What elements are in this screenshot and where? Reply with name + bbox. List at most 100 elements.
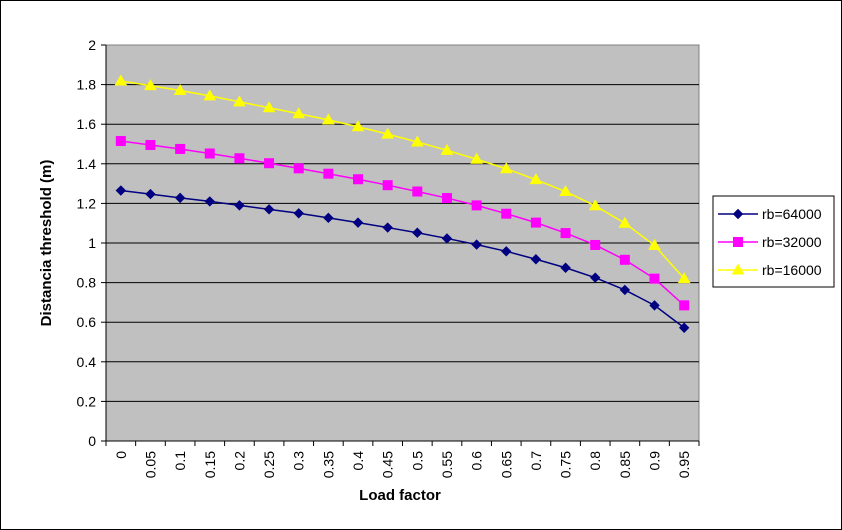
series-group <box>114 74 691 333</box>
data-point-marker <box>144 79 157 91</box>
x-tick-label: 0.65 <box>498 451 514 478</box>
data-point-marker <box>588 199 602 211</box>
data-point-marker <box>590 272 601 283</box>
x-tick-label: 0.45 <box>380 451 396 478</box>
x-tick-label: 0.7 <box>528 451 544 471</box>
x-tick-label: 0.15 <box>202 451 218 478</box>
x-tick-label: 0.1 <box>172 451 188 471</box>
x-tick-label: 0.3 <box>291 451 307 471</box>
y-tick-label: 1 <box>88 235 96 251</box>
x-tick-label: 0 <box>113 451 129 459</box>
y-tick-label: 0.4 <box>77 354 97 370</box>
data-point-marker <box>471 200 482 211</box>
y-tick-label: 0.8 <box>77 275 97 291</box>
data-point-marker <box>115 185 127 196</box>
data-point-marker <box>322 113 335 125</box>
data-point-marker <box>529 173 543 185</box>
data-point-marker <box>441 193 452 204</box>
data-point-marker <box>381 127 395 139</box>
data-point-marker <box>412 227 423 238</box>
data-point-marker <box>501 246 512 257</box>
series-line <box>120 80 685 280</box>
data-point-marker <box>530 254 542 265</box>
data-point-marker <box>263 204 275 215</box>
series-rb=32000 <box>115 136 690 311</box>
data-point-marker <box>649 273 660 284</box>
x-tick-label: 0.2 <box>231 451 247 471</box>
data-point-marker <box>530 217 541 228</box>
data-point-marker <box>679 300 690 311</box>
y-tick-label: 1.6 <box>77 116 97 132</box>
data-point-marker <box>262 101 276 113</box>
x-tick-label: 0.75 <box>558 451 574 478</box>
series-rb=16000 <box>114 74 691 284</box>
data-point-marker <box>382 180 393 191</box>
data-point-marker <box>649 300 660 311</box>
data-point-marker <box>323 212 334 224</box>
y-tick-label: 0 <box>88 433 96 449</box>
x-tick-label: 0.6 <box>469 451 485 471</box>
x-axis-title: Load factor <box>359 487 441 504</box>
x-tick-label: 0.35 <box>320 451 336 478</box>
y-tick-label: 0.2 <box>77 393 97 409</box>
y-tick-label: 1.4 <box>77 156 97 172</box>
data-point-marker <box>204 148 215 159</box>
data-point-marker <box>619 254 630 265</box>
data-point-marker <box>590 239 601 250</box>
data-point-marker <box>648 238 661 250</box>
x-tick-label: 0.05 <box>142 451 158 478</box>
data-point-marker <box>114 74 128 86</box>
data-point-marker <box>732 208 744 220</box>
data-point-marker <box>441 233 453 244</box>
data-point-marker <box>412 186 423 197</box>
data-point-marker <box>173 84 187 96</box>
data-point-marker <box>560 228 571 239</box>
data-point-marker <box>677 272 691 284</box>
y-tick-label: 2 <box>88 37 96 53</box>
data-point-marker <box>353 174 364 185</box>
axes: 0 0.2 0.4 0.6 0.8 1 1.2 1.4 1.6 1.8 2 0 0.05 0.1 0.15 0… <box>77 37 700 478</box>
series-line <box>120 189 685 329</box>
x-tick-label: 0.25 <box>261 451 277 478</box>
data-point-marker <box>115 136 126 147</box>
x-tick-label: 0.5 <box>409 451 425 471</box>
data-point-marker <box>293 163 304 174</box>
data-point-marker <box>175 143 186 154</box>
x-tick-label: 0.95 <box>676 451 692 478</box>
x-tick-label: 0.4 <box>350 451 366 471</box>
data-point-marker <box>382 222 393 233</box>
x-tick-label: 0.8 <box>587 451 603 471</box>
data-point-marker <box>678 322 690 333</box>
data-point-marker <box>619 284 631 296</box>
data-point-marker <box>470 152 483 164</box>
data-point-marker <box>233 95 246 107</box>
data-point-marker <box>471 239 482 250</box>
legend-entry: rb=16000 <box>718 262 822 278</box>
data-point-marker <box>293 208 304 219</box>
y-tick-label: 0.6 <box>77 314 97 330</box>
series-rb=64000 <box>115 185 690 333</box>
data-point-marker <box>410 135 424 147</box>
data-point-marker <box>264 158 275 169</box>
data-point-marker <box>440 143 454 155</box>
data-point-marker <box>731 263 745 275</box>
x-tick-label: 0.55 <box>439 451 455 478</box>
legend-label: rb=64000 <box>762 206 822 222</box>
data-point-marker <box>292 107 306 119</box>
data-point-marker <box>499 162 513 174</box>
x-tick-label: 0.9 <box>647 451 663 471</box>
x-tick-label: 0.85 <box>617 451 633 478</box>
data-point-marker <box>618 216 632 228</box>
data-point-marker <box>352 217 364 228</box>
y-axis-title: Distancia threshold (m) <box>38 160 55 327</box>
legend-entry: rb=32000 <box>718 234 822 250</box>
y-tick-label: 1.8 <box>77 77 97 93</box>
data-point-marker <box>560 262 571 273</box>
data-point-marker <box>234 153 245 164</box>
data-point-marker <box>733 237 743 247</box>
data-point-marker <box>145 188 156 200</box>
data-point-marker <box>234 200 245 211</box>
legend-label: rb=32000 <box>762 234 822 250</box>
